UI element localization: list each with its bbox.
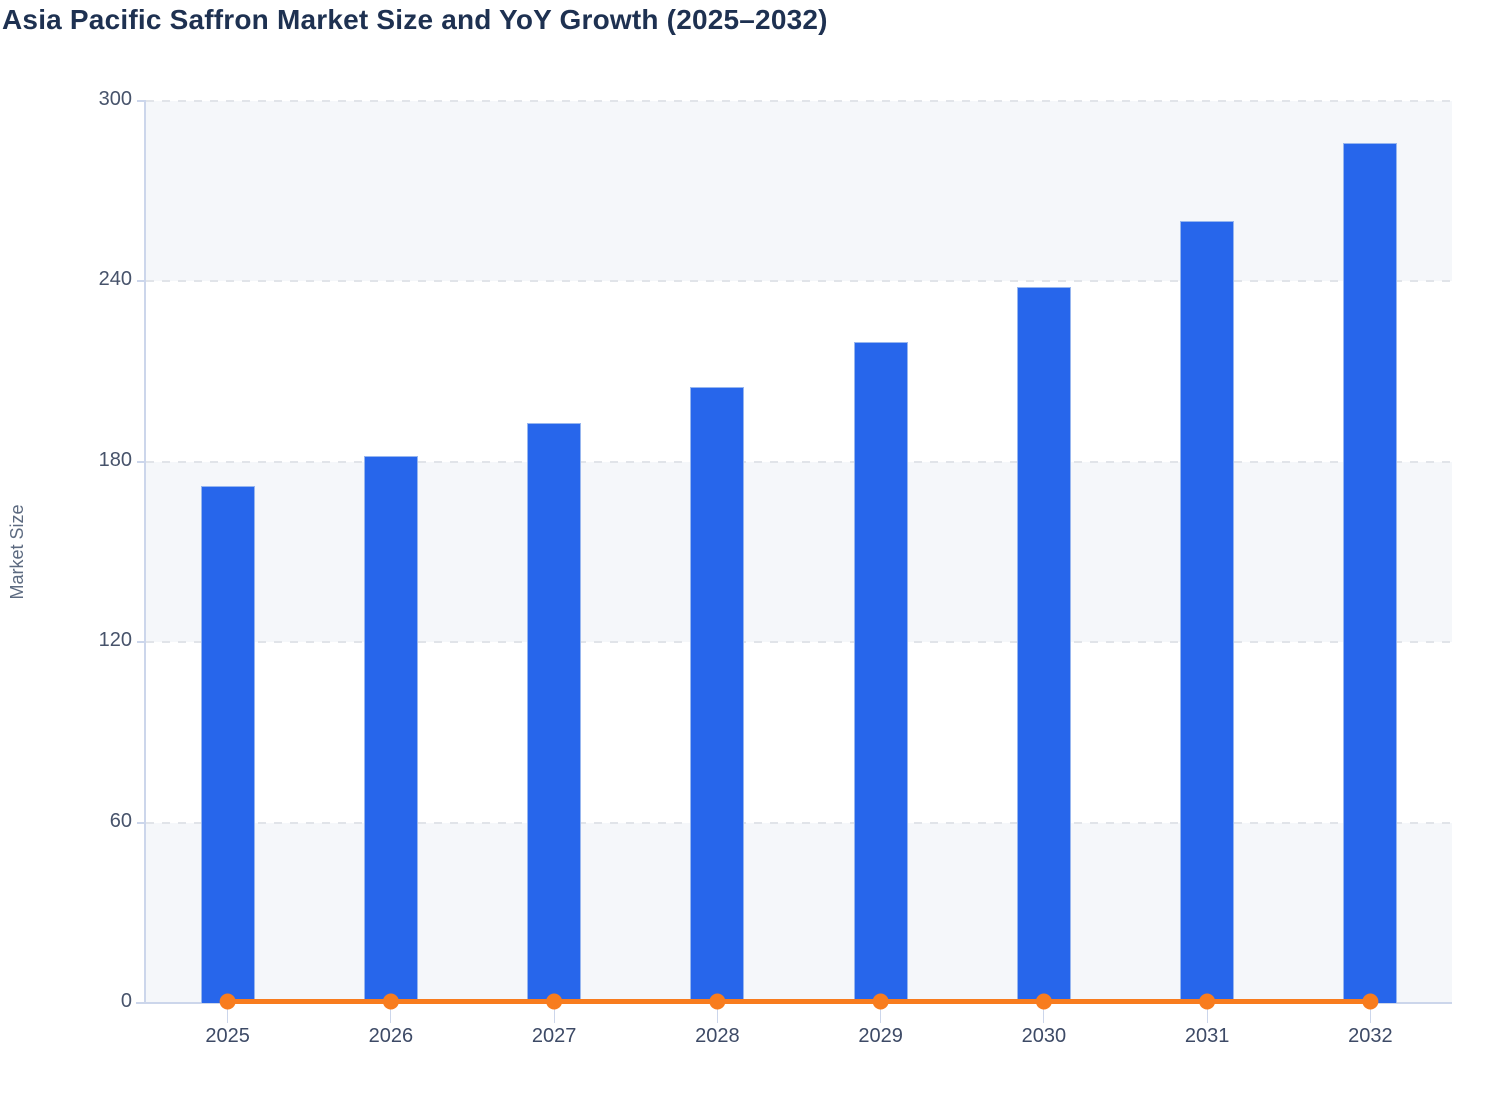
gridline-300: [146, 100, 1452, 102]
x-tick-label-2029: 2029: [858, 1025, 903, 1047]
x-tick-2030: [1043, 1005, 1045, 1023]
x-tick-label-2028: 2028: [695, 1025, 740, 1047]
x-tick-2027: [553, 1005, 555, 1023]
y-tick-120: [137, 641, 146, 644]
yoy-marker-2028[interactable]: [709, 993, 726, 1010]
bar-2026[interactable]: [363, 455, 418, 1003]
bar-2029[interactable]: [853, 341, 908, 1003]
x-tick-2031: [1206, 1005, 1208, 1023]
yoy-marker-2030[interactable]: [1035, 993, 1052, 1010]
bar-2031[interactable]: [1180, 221, 1235, 1003]
y-tick-label-240: 240: [98, 268, 132, 291]
yoy-marker-2025[interactable]: [219, 993, 236, 1010]
x-tick-label-2030: 2030: [1021, 1025, 1067, 1047]
yoy-marker-2026[interactable]: [382, 993, 399, 1010]
y-tick-240: [137, 280, 146, 283]
bar-2028[interactable]: [690, 386, 745, 1003]
y-tick-label-300: 300: [98, 88, 132, 110]
gridline-180: [146, 460, 1452, 463]
yoy-marker-2032[interactable]: [1362, 993, 1379, 1010]
bar-2030[interactable]: [1016, 287, 1071, 1003]
plot-band: [146, 822, 1452, 1003]
y-tick-300: [137, 100, 146, 102]
y-tick-180: [137, 460, 146, 463]
x-tick-2029: [880, 1005, 882, 1023]
plot-band: [146, 461, 1452, 643]
gridline-120: [146, 641, 1452, 644]
x-tick-label-2031: 2031: [1184, 1025, 1230, 1047]
yoy-marker-2031[interactable]: [1199, 993, 1216, 1010]
y-tick-label-120: 120: [98, 629, 132, 652]
y-axis-line: [144, 101, 146, 1003]
chart-title: Asia Pacific Saffron Market Size and YoY…: [2, 4, 828, 35]
yoy-marker-2027[interactable]: [546, 993, 563, 1010]
y-tick-label-0: 0: [120, 990, 132, 1012]
bar-2027[interactable]: [527, 422, 582, 1003]
x-tick-label-2026: 2026: [368, 1025, 414, 1047]
yoy-marker-2029[interactable]: [872, 993, 889, 1010]
x-tick-2025: [227, 1005, 229, 1023]
y-tick-label-180: 180: [98, 448, 132, 471]
y-tick-label-60: 60: [109, 809, 132, 832]
gridline-240: [146, 280, 1452, 283]
bar-2025[interactable]: [200, 485, 255, 1003]
gridline-60: [146, 821, 1452, 824]
bar-2032[interactable]: [1343, 143, 1398, 1003]
plot-band: [146, 101, 1452, 282]
x-tick-2028: [716, 1005, 718, 1023]
y-tick-60: [137, 821, 146, 824]
x-tick-2032: [1369, 1005, 1371, 1023]
x-tick-label-2027: 2027: [531, 1025, 577, 1047]
x-tick-label-2032: 2032: [1348, 1025, 1393, 1047]
x-tick-2026: [390, 1005, 392, 1023]
x-tick-label-2025: 2025: [205, 1025, 250, 1047]
